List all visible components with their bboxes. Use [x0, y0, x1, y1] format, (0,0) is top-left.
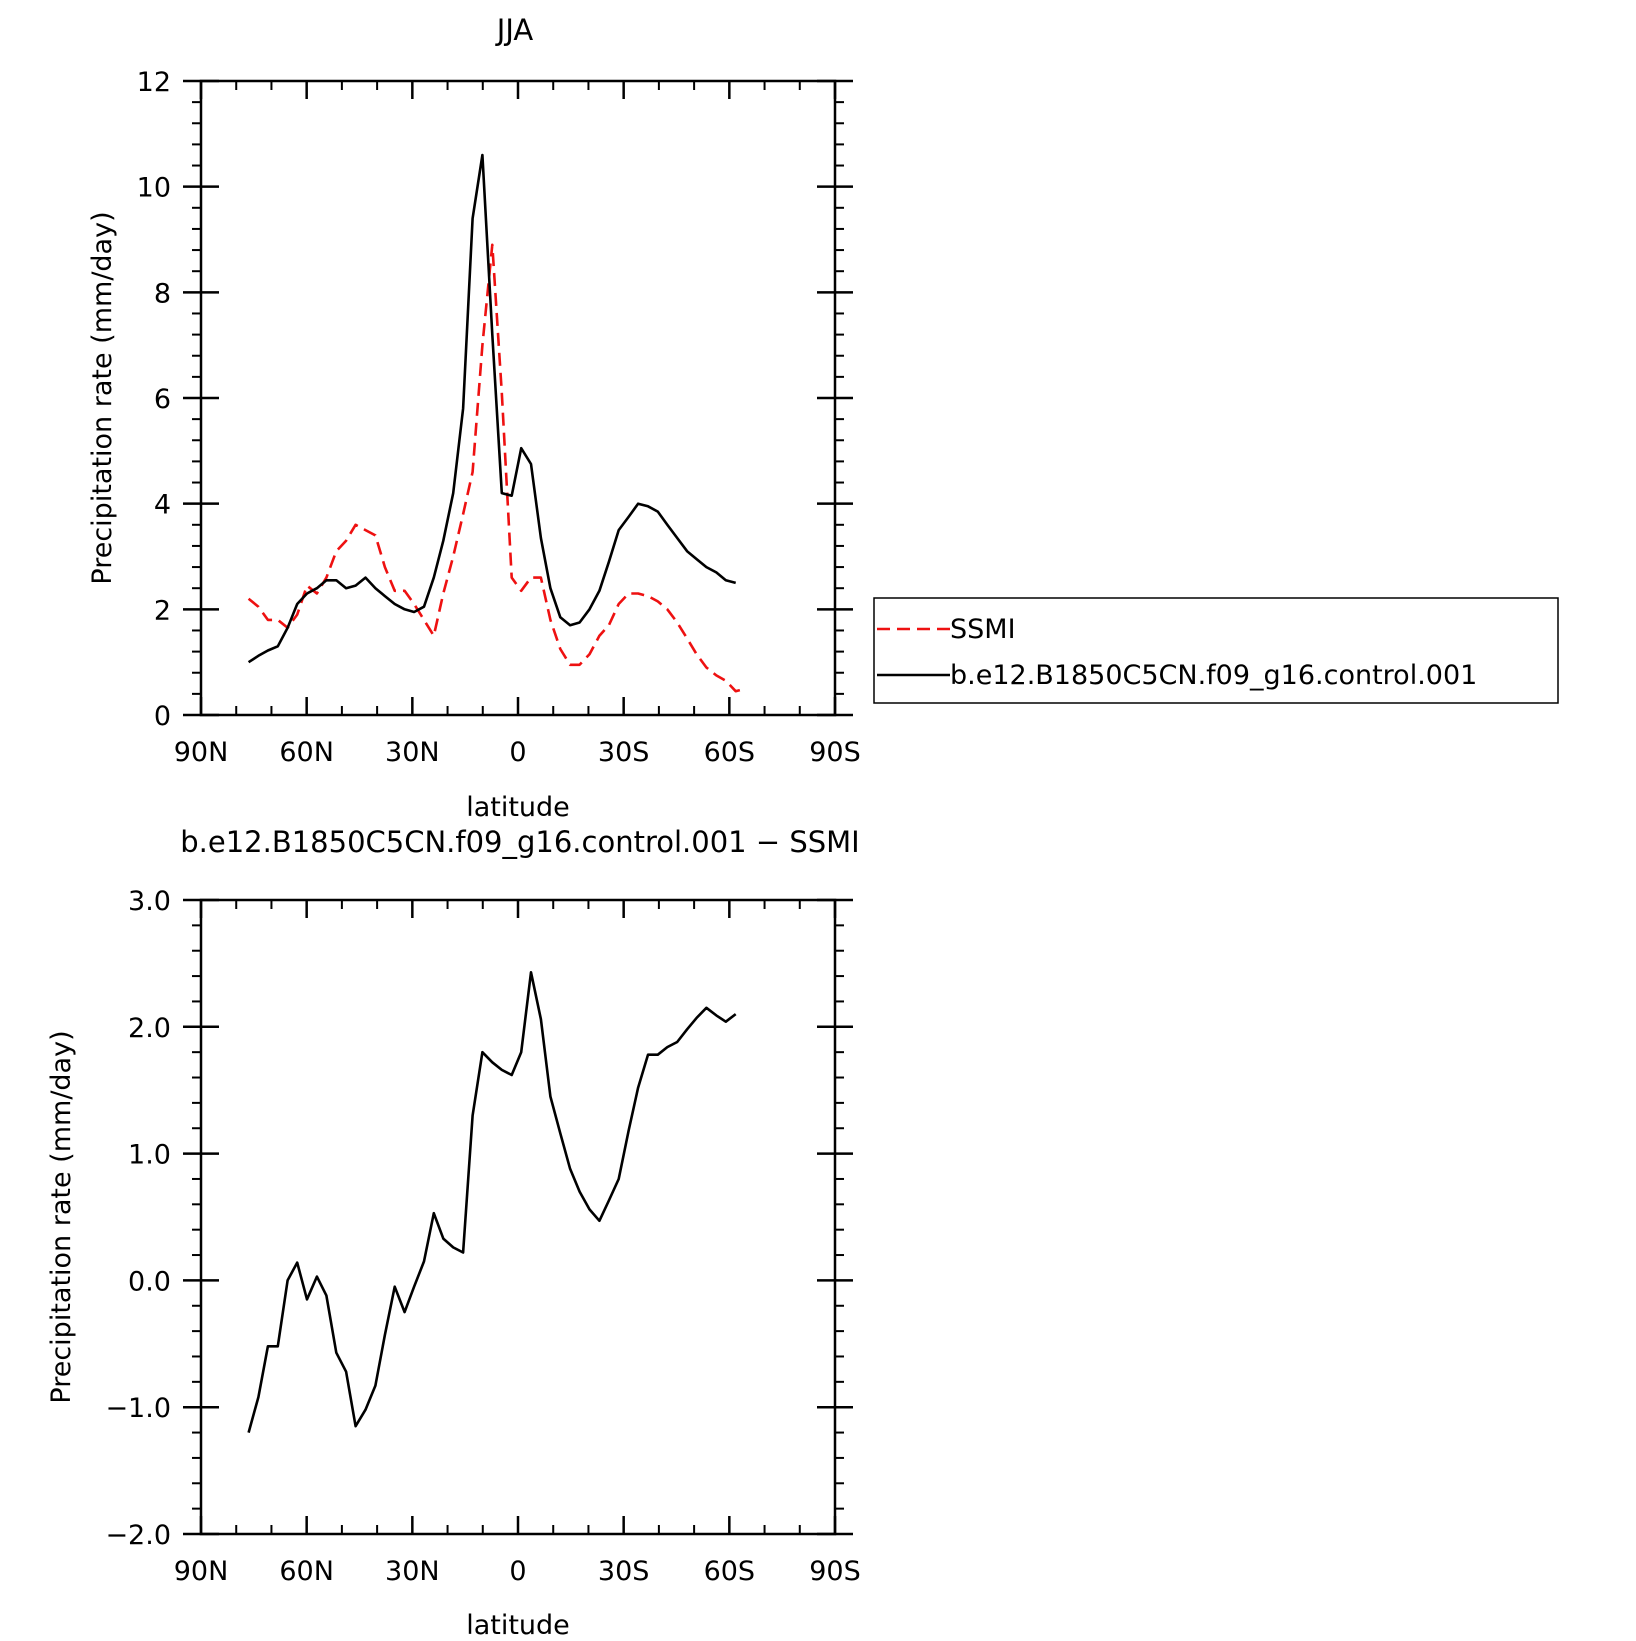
y-tick-label: 12: [137, 67, 171, 98]
legend-label-model: b.e12.B1850C5CN.f09_g16.control.001: [950, 660, 1477, 691]
y-tick-label: 2: [154, 595, 171, 626]
x-tick-label: 30S: [598, 737, 650, 768]
x-axis-title: latitude: [466, 1610, 570, 1636]
series-line-ssmi: [247, 243, 746, 693]
y-tick-label: 2.0: [128, 1013, 171, 1044]
y-tick-label: 4: [154, 490, 171, 521]
plot-frame: [199, 79, 837, 717]
x-tick-label: 60S: [704, 737, 756, 768]
y-tick-label: 1.0: [128, 1140, 171, 1171]
y-tick-label: −1.0: [105, 1393, 171, 1424]
legend-box: [873, 597, 1559, 704]
chart-title: JJA: [495, 13, 534, 47]
x-tick-label: 30S: [598, 1556, 650, 1587]
x-tick-label: 0: [509, 737, 526, 768]
x-tick-label: 0: [509, 1556, 526, 1587]
series-layer: [247, 153, 746, 693]
x-tick-label: 60S: [704, 1556, 756, 1587]
y-tick-label: 0: [154, 701, 171, 732]
y-tick-label: −2.0: [105, 1520, 171, 1551]
y-axis-title: Precipitation rate (mm/day): [46, 1030, 77, 1403]
x-tick-label: 60N: [279, 737, 334, 768]
x-tick-label: 90S: [809, 737, 861, 768]
x-axis-title: latitude: [466, 792, 570, 823]
panel-climatology: JJA 90N 60N 30N 0 30S 60S 90S 0 2 4 6 8 10 12 Precipi…: [87, 13, 1559, 823]
y-axis-title: Precipitation rate (mm/day): [87, 211, 118, 584]
legend: SSMI b.e12.B1850C5CN.f09_g16.control.001: [873, 597, 1559, 704]
series-layer: [247, 970, 737, 1433]
tick-layer: 90N 60N 30N 0 30S 60S 90S −2.0 −1.0 0.0 1.0 2.0 3.0: [105, 886, 860, 1587]
tick-layer: 90N 60N 30N 0 30S 60S 90S 0 2 4 6 8 10 12: [137, 67, 861, 768]
chart-title: b.e12.B1850C5CN.f09_g16.control.001 − SS…: [180, 825, 860, 859]
y-tick-label: 6: [154, 384, 171, 415]
x-tick-label: 90N: [174, 1556, 229, 1587]
x-tick-label: 60N: [279, 1556, 334, 1587]
y-tick-label: 3.0: [128, 886, 171, 917]
y-tick-label: 0.0: [128, 1266, 171, 1297]
series-line-difference: [247, 970, 737, 1433]
legend-label-ssmi: SSMI: [950, 614, 1016, 645]
x-tick-label: 90N: [174, 737, 229, 768]
y-tick-label: 8: [154, 278, 171, 309]
x-tick-label: 30N: [385, 737, 440, 768]
x-tick-label: 30N: [385, 1556, 440, 1587]
x-tick-label: 90S: [809, 1556, 861, 1587]
y-tick-label: 10: [137, 173, 171, 204]
plot-frame: [199, 898, 837, 1536]
series-line-b-e12-b1850c5cn-f09-g16-control-001: [247, 153, 737, 664]
panel-difference: b.e12.B1850C5CN.f09_g16.control.001 − SS…: [46, 825, 861, 1641]
